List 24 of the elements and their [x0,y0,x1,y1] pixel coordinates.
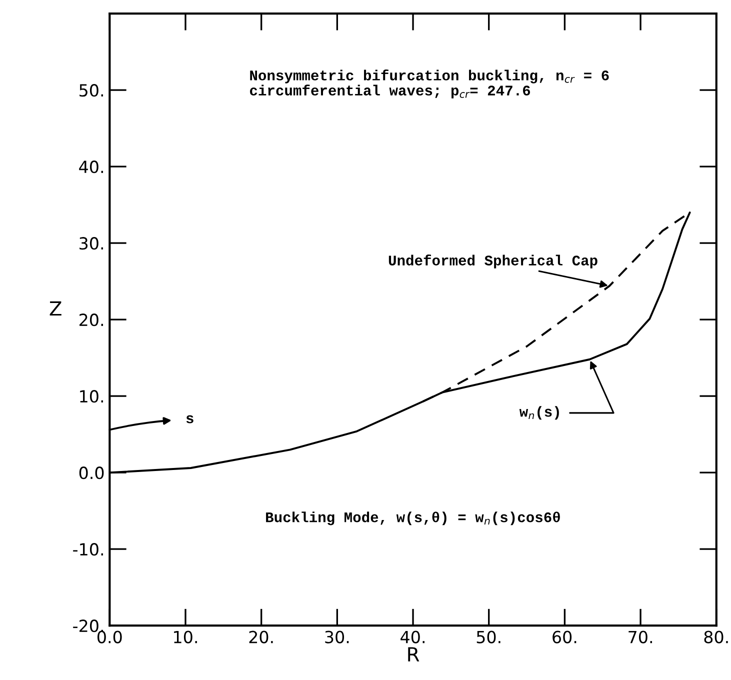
x-tick-label: 10. [174,630,197,644]
annotation: w$_{n}$(s) [519,406,559,420]
annotation: Undeformed Spherical Cap [388,254,598,268]
x-tick-label: 80. [704,630,728,644]
y-tick-label: 30. [80,237,103,250]
x-axis-title: R [408,647,420,662]
x-tick-label: 20. [249,630,273,644]
y-tick-label: -20. [73,620,103,632]
x-tick-label: 0.0 [97,630,122,644]
y-tick-label: 20. [80,314,103,326]
annotation: Buckling Mode, w(s,θ) = w$_{n}$(s)cos6θ [266,512,560,526]
x-tick-label: 40. [400,630,424,644]
y-axis-title: Z [50,301,62,316]
annotation: s [186,415,194,424]
x-tick-label: 50. [476,630,500,644]
y-tick-label: 10. [80,390,103,403]
y-tick-label: -10. [73,543,103,556]
x-tick-label: 60. [552,630,576,644]
text: Nonsymmetric bifurcation buckling, n$_{cr}$ = 6 circumferential waves; p$_{cr}$= 247.6 [250,70,609,98]
x-tick-label: 30. [325,630,349,644]
y-tick-label: 50. [80,84,103,97]
x-tick-label: 70. [628,630,652,644]
y-tick-label: 0.0 [79,466,104,480]
y-tick-label: 40. [79,160,103,174]
